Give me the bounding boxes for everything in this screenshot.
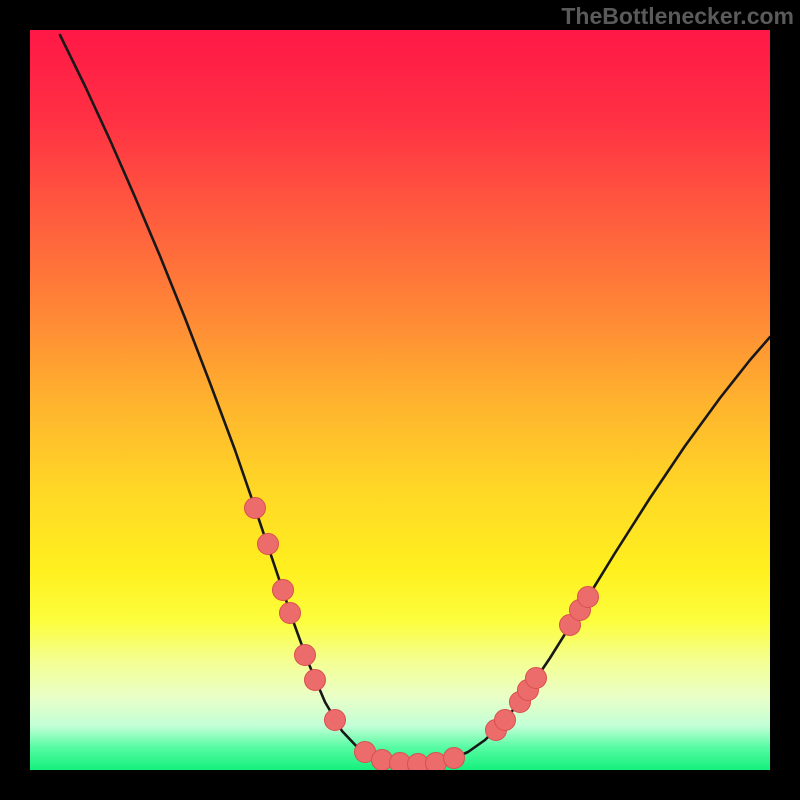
data-marker	[578, 587, 599, 608]
data-marker	[444, 748, 465, 769]
data-marker	[245, 498, 266, 519]
bottleneck-curve	[60, 35, 770, 764]
data-marker	[273, 580, 294, 601]
data-marker	[280, 603, 301, 624]
data-marker	[305, 670, 326, 691]
frame-border-right	[770, 0, 800, 800]
data-marker	[526, 668, 547, 689]
chart-frame: TheBottlenecker.com	[0, 0, 800, 800]
frame-border-left	[0, 0, 30, 800]
data-marker	[426, 753, 447, 771]
data-marker	[258, 534, 279, 555]
plot-area	[30, 30, 770, 770]
data-marker	[372, 750, 393, 771]
frame-border-bottom	[0, 770, 800, 800]
data-marker	[295, 645, 316, 666]
data-marker	[495, 710, 516, 731]
data-marker	[325, 710, 346, 731]
watermark-text: TheBottlenecker.com	[561, 3, 794, 30]
chart-svg	[30, 30, 770, 770]
